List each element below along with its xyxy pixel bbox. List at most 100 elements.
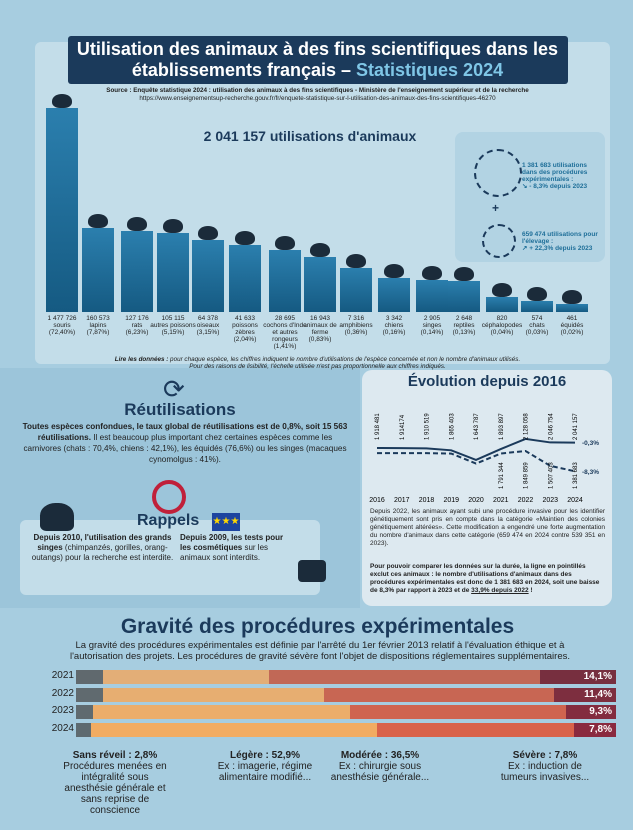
species-share: (72,40%)	[48, 329, 76, 336]
end-change-label: -0,3%	[582, 440, 599, 447]
exp-circle	[474, 149, 522, 197]
line-value-label: 1 918 481	[375, 413, 381, 440]
species-label: 64 378 oiseaux (3,15%)	[185, 315, 231, 336]
species-value: 2 905	[423, 315, 441, 322]
line-value-label: 1 507 403	[548, 462, 554, 489]
gravity-legend-item: Modérée : 36,5% Ex : chirurgie sous anest…	[325, 750, 435, 783]
species-bar	[416, 280, 448, 312]
legend-title: Sévère : 7,8%	[512, 750, 578, 761]
rappels-box	[20, 520, 320, 595]
species-value: 105 115	[161, 315, 185, 322]
species-share: (0,04%)	[490, 329, 514, 336]
callout-exp-change: ↘ - 8,3% depuis 2023	[522, 183, 588, 190]
species-bar	[486, 296, 518, 312]
gravity-segment-sans-réveil	[76, 722, 92, 737]
gravity-segment-modérée	[349, 705, 566, 719]
animal-icon	[52, 94, 72, 108]
rappel-apes: Depuis 2010, l'utilisation des grands si…	[30, 533, 175, 563]
species-name: chiens	[384, 322, 404, 329]
animal-icon	[198, 225, 218, 240]
species-label: 574 chats (0,03%)	[514, 315, 560, 336]
line-value-label: 1 893 897	[499, 413, 505, 440]
species-share: (0,14%)	[420, 329, 444, 336]
legend-title: Légère : 52,9%	[229, 750, 301, 761]
gravity-segment-sévère: 14,1%	[539, 670, 616, 684]
gravity-segment-modérée	[376, 722, 574, 737]
callout-elev: 659 474 utilisations pour l'élevage : ↗ +…	[522, 231, 602, 252]
species-label: 7 316 amphibiens (0,36%)	[333, 315, 379, 336]
prohibited-icon	[152, 480, 186, 514]
evolution-bold-text: Pour pouvoir comparer les données sur la…	[370, 563, 605, 595]
species-share: (0,16%)	[382, 329, 406, 336]
species-share: (6,23%)	[125, 329, 149, 336]
header: Utilisation des animaux à des fins scien…	[40, 36, 595, 102]
line-value-label: 1 914174	[400, 414, 406, 440]
species-name: reptiles	[453, 322, 475, 329]
source-url[interactable]: https://www.enseignementsup-recherche.go…	[139, 94, 496, 102]
species-label: 3 342 chiens (0,16%)	[371, 315, 417, 336]
gravity-title: Gravité des procédures expérimentales	[120, 615, 515, 638]
gravity-segment-légère	[103, 687, 324, 702]
species-name: céphalopodes	[481, 322, 523, 329]
year-tick: 2017	[394, 497, 410, 504]
species-name: lapins	[89, 322, 107, 329]
reuse-text: Toutes espèces confondues, le taux globa…	[20, 421, 350, 465]
species-name: cochons d'Inde et autres rongeurs	[263, 322, 307, 343]
gravity-legend-item: Légère : 52,9% Ex : imagerie, régime alim…	[215, 750, 315, 783]
plus-sign: +	[492, 201, 500, 215]
title-accent: Statistiques 2024	[356, 60, 504, 80]
species-label: 105 115 autres poissons (5,15%)	[150, 315, 196, 336]
gravity-segment-sans-réveil	[76, 687, 103, 702]
gravity-bar-row: 7,8%	[76, 722, 616, 737]
legend-text: Ex : induction de tumeurs invasives...	[500, 761, 590, 783]
species-bar	[269, 250, 301, 312]
gravity-segment-modérée	[269, 670, 540, 684]
page-title: Utilisation des animaux à des fins scien…	[67, 36, 568, 84]
species-share: (0,03%)	[525, 329, 549, 336]
species-label: 160 573 lapins (7,87%)	[75, 315, 121, 336]
species-label: 127 176 rats (6,23%)	[114, 315, 160, 336]
reading-note-lead: Lire les données :	[114, 356, 169, 363]
year-tick: 2019	[443, 497, 459, 504]
species-value: 127 176	[125, 315, 149, 322]
year-label: 2023	[51, 705, 74, 716]
gravity-legend-item: Sévère : 7,8% Ex : induction de tumeurs i…	[490, 750, 600, 783]
gravity-bar-row: 9,3%	[76, 705, 616, 719]
species-value: 28 695	[275, 315, 295, 322]
year-tick: 2021	[493, 497, 509, 504]
year-tick: 2022	[518, 497, 534, 504]
species-name: oiseaux	[196, 322, 220, 329]
line-value-label: 1 865 403	[449, 413, 455, 440]
evolution-bold: Pour pouvoir comparer les données sur la…	[370, 563, 600, 594]
species-value: 3 342	[385, 315, 403, 322]
species-value: 64 378	[198, 315, 218, 322]
species-value: 2 648	[455, 315, 473, 322]
legend-title: Modérée : 36,5%	[340, 750, 420, 761]
gravity-bar-row: 14,1%	[76, 670, 616, 684]
species-label: 28 695 cochons d'Inde et autres rongeurs(…	[262, 315, 308, 350]
recycle-icon: ⟳	[163, 374, 185, 404]
species-share: (1,41%)	[273, 343, 297, 350]
gravity-segment-sans-réveil	[76, 705, 94, 719]
gravity-segment-sévère: 9,3%	[565, 705, 616, 719]
animal-icon	[235, 231, 255, 246]
reuse-title: Réutilisations	[124, 400, 236, 419]
species-value: 574	[531, 315, 543, 322]
total-uses: 2 041 157 utilisations d'animaux	[203, 128, 417, 144]
line-value-label: 2 128 058	[524, 413, 530, 440]
species-bar	[229, 245, 261, 312]
gorilla-icon	[40, 503, 74, 531]
species-label: 820 céphalopodes (0,04%)	[479, 315, 525, 336]
species-name: animaux de ferme	[303, 322, 337, 336]
animal-icon	[346, 254, 366, 269]
callout-box	[455, 132, 605, 262]
year-tick: 2016	[369, 497, 385, 504]
gravity-intro: La gravité des procédures expérimentales…	[69, 640, 571, 662]
gravity-segment-sans-réveil	[76, 670, 103, 684]
species-name: autres poissons	[150, 322, 196, 329]
gravity-bar-row: 11,4%	[76, 687, 616, 702]
species-name: rats	[131, 322, 143, 329]
gravity-legend-item: Sans réveil : 2,8% Procédures menées en i…	[60, 750, 170, 816]
source: Source : Enquête statistique 2024 : util…	[40, 87, 595, 102]
gravity-segment-sévère: 11,4%	[554, 687, 616, 702]
